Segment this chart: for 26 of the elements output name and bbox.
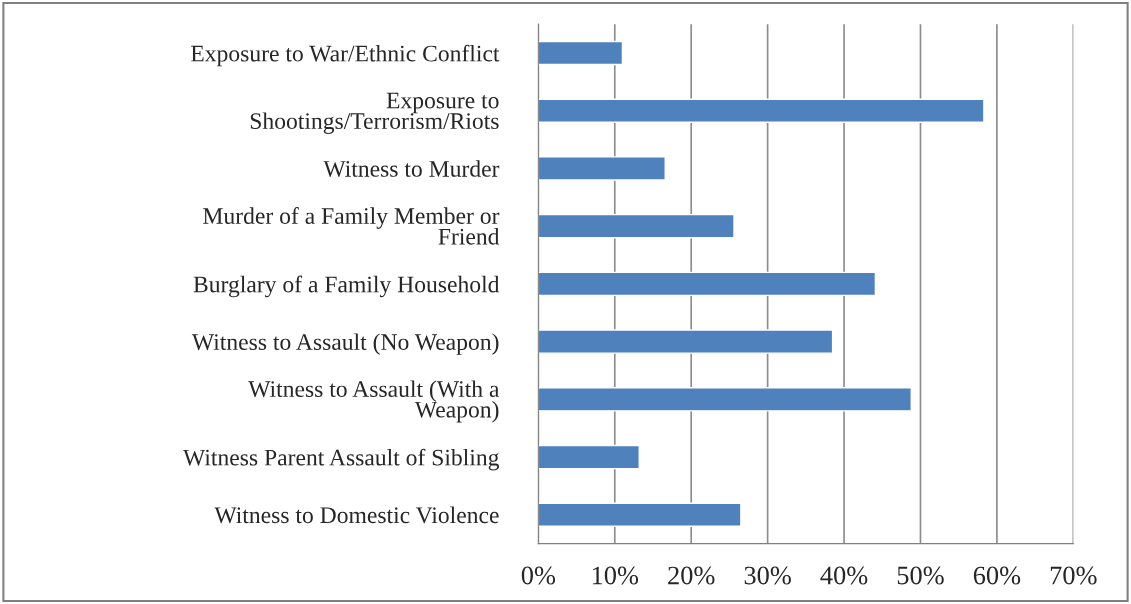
x-tick-label: 70%: [1050, 566, 1097, 585]
x-tick-label: 60%: [973, 566, 1021, 585]
bar: [538, 213, 735, 239]
bar: [538, 156, 666, 181]
bar: [538, 387, 912, 412]
y-tick-label: Witness to Assault (With a Weapon): [248, 380, 500, 423]
x-tick-label: 30%: [744, 566, 791, 585]
y-tick-label: Witness to Murder: [323, 160, 500, 177]
bar: [538, 271, 877, 297]
y-tick-label: Witness to Domestic Violence: [214, 506, 499, 524]
bar: [538, 329, 834, 354]
x-tick-label: 40%: [820, 566, 868, 585]
y-tick-label: Witness to Assault (No Weapon): [191, 333, 499, 355]
y-tick-label: Witness Parent Assault of Sibling: [183, 448, 500, 471]
y-tick-label: Murder of a Family Member or Friend: [203, 207, 500, 245]
bar: [538, 502, 742, 527]
y-tick-label: Exposure to Shootings/Terrorism/Riots: [250, 92, 499, 134]
y-tick-label: Burglary of a Family Household: [193, 275, 500, 298]
bar: [538, 98, 985, 123]
bar: [538, 444, 640, 470]
bar: [538, 40, 624, 66]
x-tick-label: 50%: [897, 566, 944, 585]
x-tick-label: 0%: [521, 566, 556, 585]
y-tick-label: Exposure to War/Ethnic Conflict: [191, 44, 500, 67]
x-tick-label: 20%: [668, 566, 715, 585]
x-tick-label: 10%: [592, 566, 639, 585]
